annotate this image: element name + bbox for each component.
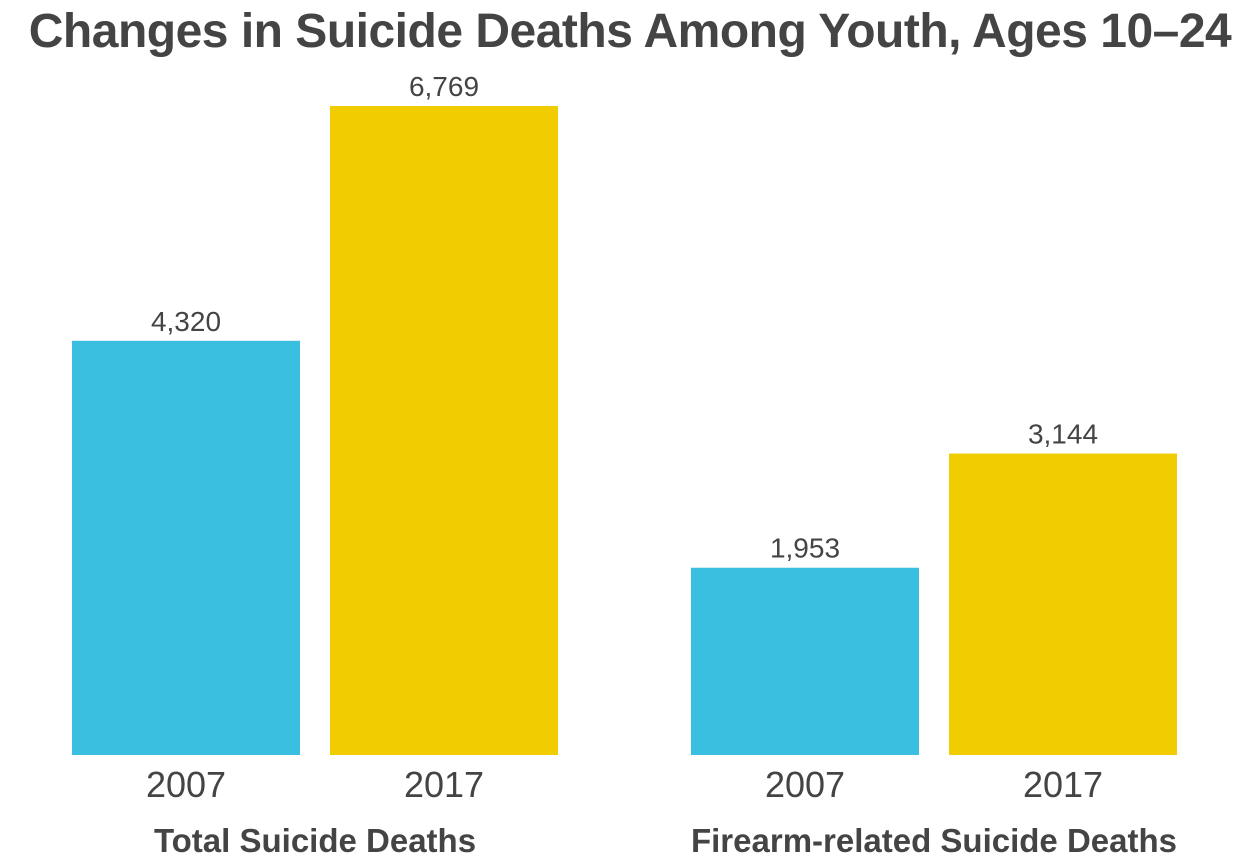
tick-label-0-0: 2007 (146, 764, 226, 805)
tick-label-1-0: 2007 (765, 764, 845, 805)
bars-layer: 4,320 2007 6,769 2017 Total Suicide Deaths 1,… (72, 71, 1177, 859)
bar-0-1 (330, 106, 558, 755)
group-label-1: Firearm-related Suicide Deaths (691, 822, 1177, 859)
bar-0-0 (72, 340, 300, 755)
tick-label-1-1: 2017 (1023, 764, 1103, 805)
data-label-1-0: 1,953 (770, 533, 840, 564)
chart-title: Changes in Suicide Deaths Among Youth, A… (28, 5, 1232, 58)
data-label-0-1: 6,769 (409, 71, 479, 102)
bar-1-0 (691, 567, 919, 755)
bar-1-1 (949, 453, 1177, 755)
tick-label-0-1: 2017 (404, 764, 484, 805)
group-label-0: Total Suicide Deaths (154, 822, 476, 859)
data-label-0-0: 4,320 (151, 306, 221, 337)
data-label-1-1: 3,144 (1028, 419, 1098, 450)
